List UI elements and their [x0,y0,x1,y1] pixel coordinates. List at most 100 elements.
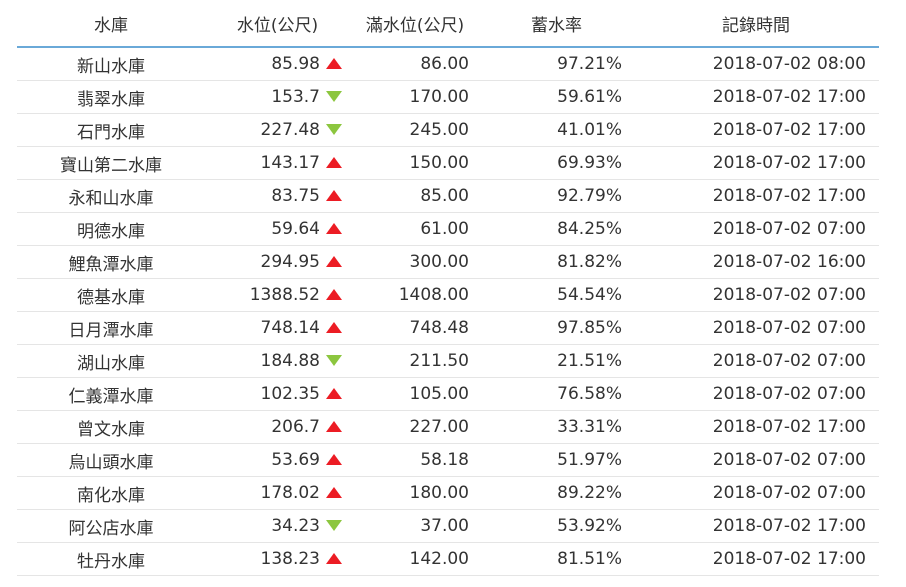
full-water-level: 300.00 [350,245,480,279]
water-level-value: 206.7 [271,417,320,437]
water-level-cell: 748.14 [205,311,350,345]
up-arrow-icon [326,321,342,333]
table-body: 新山水庫 85.98 86.00 97.21% 2018-07-02 08:00 翡翠水庫… [17,47,879,576]
reservoir-name: 翡翠水庫 [17,80,205,114]
storage-rate: 81.82% [480,245,633,279]
table-row: 仁義潭水庫 102.35 105.00 76.58% 2018-07-02 07:00 [17,377,879,411]
storage-rate: 97.21% [480,47,633,81]
down-arrow-icon [326,354,342,366]
full-water-level: 150.00 [350,146,480,180]
water-level-value: 143.17 [260,153,320,173]
table-row: 石門水庫 227.48 245.00 41.01% 2018-07-02 17:00 [17,113,879,147]
full-water-level: 1408.00 [350,278,480,312]
storage-rate: 89.22% [480,476,633,510]
storage-rate: 81.51% [480,542,633,576]
reservoir-name: 日月潭水庫 [17,311,205,345]
reservoir-name: 南化水庫 [17,476,205,510]
up-arrow-icon [326,486,342,498]
header-full-water-level: 滿水位(公尺) [350,0,480,48]
reservoir-name: 湖山水庫 [17,344,205,378]
up-arrow-icon [326,156,342,168]
record-time: 2018-07-02 07:00 [633,476,879,510]
water-level-cell: 34.23 [205,509,350,543]
reservoir-name: 德基水庫 [17,278,205,312]
reservoir-name: 新山水庫 [17,47,205,81]
water-level-cell: 138.23 [205,542,350,576]
water-level-cell: 184.88 [205,344,350,378]
record-time: 2018-07-02 17:00 [633,509,879,543]
water-level-value: 748.14 [260,318,320,338]
reservoir-name: 烏山頭水庫 [17,443,205,477]
full-water-level: 227.00 [350,410,480,444]
record-time: 2018-07-02 07:00 [633,344,879,378]
full-water-level: 85.00 [350,179,480,213]
reservoir-name: 石門水庫 [17,113,205,147]
storage-rate: 41.01% [480,113,633,147]
header-water-level: 水位(公尺) [205,0,350,48]
table-row: 阿公店水庫 34.23 37.00 53.92% 2018-07-02 17:00 [17,509,879,543]
water-level-cell: 178.02 [205,476,350,510]
water-level-cell: 1388.52 [205,278,350,312]
record-time: 2018-07-02 07:00 [633,212,879,246]
full-water-level: 170.00 [350,80,480,114]
storage-rate: 84.25% [480,212,633,246]
record-time: 2018-07-02 17:00 [633,146,879,180]
storage-rate: 97.85% [480,311,633,345]
water-level-cell: 153.7 [205,80,350,114]
reservoir-name: 永和山水庫 [17,179,205,213]
record-time: 2018-07-02 08:00 [633,47,879,81]
storage-rate: 21.51% [480,344,633,378]
water-level-value: 178.02 [260,483,320,503]
water-level-value: 53.69 [271,450,320,470]
table-row: 翡翠水庫 153.7 170.00 59.61% 2018-07-02 17:00 [17,80,879,114]
water-level-value: 138.23 [260,549,320,569]
full-water-level: 245.00 [350,113,480,147]
full-water-level: 58.18 [350,443,480,477]
down-arrow-icon [326,90,342,102]
storage-rate: 54.54% [480,278,633,312]
record-time: 2018-07-02 16:00 [633,245,879,279]
reservoir-name: 牡丹水庫 [17,542,205,576]
up-arrow-icon [326,453,342,465]
header-reservoir-name: 水庫 [17,0,205,48]
water-level-cell: 53.69 [205,443,350,477]
up-arrow-icon [326,222,342,234]
table-row: 德基水庫 1388.52 1408.00 54.54% 2018-07-02 07:00 [17,278,879,312]
water-level-value: 34.23 [271,516,320,536]
full-water-level: 748.48 [350,311,480,345]
storage-rate: 59.61% [480,80,633,114]
record-time: 2018-07-02 17:00 [633,542,879,576]
water-level-value: 83.75 [271,186,320,206]
storage-rate: 76.58% [480,377,633,411]
up-arrow-icon [326,387,342,399]
full-water-level: 180.00 [350,476,480,510]
table-row: 新山水庫 85.98 86.00 97.21% 2018-07-02 08:00 [17,47,879,81]
water-level-cell: 206.7 [205,410,350,444]
water-level-value: 59.64 [271,219,320,239]
record-time: 2018-07-02 17:00 [633,113,879,147]
up-arrow-icon [326,57,342,69]
storage-rate: 92.79% [480,179,633,213]
storage-rate: 33.31% [480,410,633,444]
water-level-cell: 102.35 [205,377,350,411]
water-level-cell: 83.75 [205,179,350,213]
record-time: 2018-07-02 07:00 [633,311,879,345]
water-level-value: 102.35 [260,384,320,404]
record-time: 2018-07-02 17:00 [633,410,879,444]
water-level-cell: 227.48 [205,113,350,147]
water-level-value: 85.98 [271,54,320,74]
water-level-value: 294.95 [260,252,320,272]
up-arrow-icon [326,189,342,201]
table-row: 寶山第二水庫 143.17 150.00 69.93% 2018-07-02 17:00 [17,146,879,180]
down-arrow-icon [326,123,342,135]
header-storage-rate: 蓄水率 [480,0,633,48]
reservoir-name: 曾文水庫 [17,410,205,444]
reservoir-table-container: 水庫 水位(公尺) 滿水位(公尺) 蓄水率 記錄時間 新山水庫 85.98 86.0… [17,0,879,576]
record-time: 2018-07-02 07:00 [633,278,879,312]
table-row: 牡丹水庫 138.23 142.00 81.51% 2018-07-02 17:00 [17,542,879,576]
storage-rate: 51.97% [480,443,633,477]
up-arrow-icon [326,255,342,267]
up-arrow-icon [326,420,342,432]
water-level-value: 184.88 [260,351,320,371]
water-level-cell: 59.64 [205,212,350,246]
